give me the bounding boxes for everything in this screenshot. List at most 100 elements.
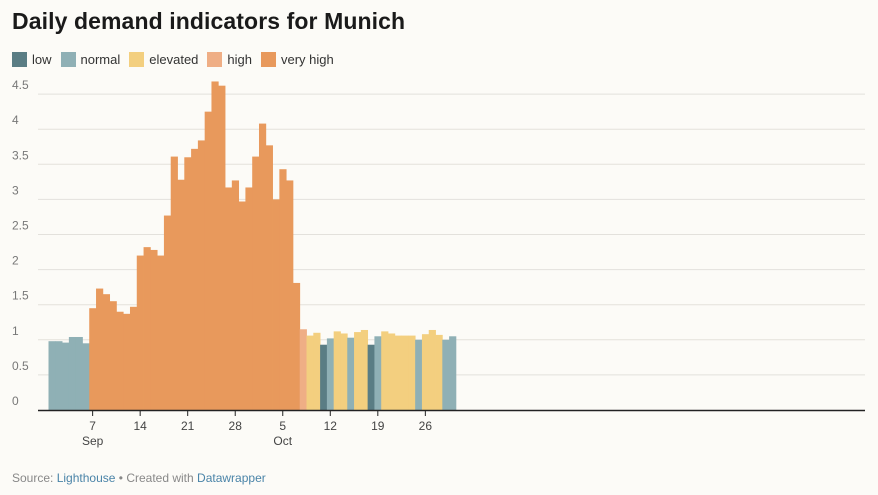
bar	[279, 169, 287, 410]
x-tick-label: 5	[279, 419, 286, 433]
x-tick-label: 19	[371, 419, 385, 433]
bar	[129, 306, 138, 410]
bar	[62, 342, 70, 410]
bar	[123, 313, 131, 410]
x-tick-label: 12	[324, 419, 338, 433]
y-tick-label: 2.5	[12, 219, 29, 233]
chart-legend: low normal elevated high very high	[12, 52, 343, 67]
bar	[367, 344, 375, 410]
bar	[313, 332, 321, 410]
legend-item-high: high	[207, 52, 252, 67]
bar	[177, 179, 185, 410]
bar	[292, 282, 301, 410]
bar	[265, 145, 273, 410]
bar	[394, 335, 402, 410]
bar	[258, 123, 267, 411]
bar	[320, 344, 328, 410]
legend-label-very-high: very high	[281, 52, 334, 67]
bar	[75, 336, 83, 410]
y-tick-label: 4.5	[12, 78, 29, 92]
bar	[354, 332, 362, 410]
y-tick-label: 3.5	[12, 148, 29, 162]
bar	[272, 199, 280, 410]
x-tick-label: 28	[229, 419, 243, 433]
bar	[299, 329, 307, 410]
bar	[191, 148, 199, 410]
legend-label-elevated: elevated	[149, 52, 199, 67]
y-tick-label: 1.5	[12, 289, 29, 303]
bar	[374, 336, 382, 410]
legend-item-very-high: very high	[261, 52, 334, 67]
legend-item-normal: normal	[60, 52, 121, 67]
bar	[211, 81, 219, 411]
bar	[150, 249, 158, 410]
created-with-label: Created with	[126, 471, 194, 485]
bar	[408, 335, 416, 410]
chart-title: Daily demand indicators for Munich	[12, 8, 406, 34]
legend-label-low: low	[32, 52, 52, 67]
bar	[184, 157, 192, 410]
bar	[421, 334, 430, 410]
bar	[428, 329, 436, 410]
bar	[68, 336, 77, 410]
bar	[415, 339, 423, 410]
x-tick-month-label: Sep	[82, 434, 104, 448]
legend-swatch-high	[207, 52, 223, 67]
bar	[333, 331, 341, 410]
footer-separator: •	[118, 471, 123, 485]
bar	[326, 338, 335, 410]
bar	[306, 335, 314, 410]
bar	[360, 329, 369, 410]
bar	[143, 247, 151, 410]
bar	[435, 334, 443, 410]
x-tick-label: 7	[89, 419, 96, 433]
source-link[interactable]: Lighthouse	[56, 471, 116, 485]
y-tick-label: 0.5	[12, 359, 29, 373]
bar	[204, 111, 212, 411]
bar	[109, 301, 117, 410]
bar	[89, 308, 97, 410]
x-tick-label: 14	[133, 419, 147, 433]
bar	[231, 180, 240, 410]
legend-label-high: high	[227, 52, 252, 67]
bar	[136, 255, 144, 410]
bar	[170, 156, 178, 410]
y-tick-label: 4	[12, 113, 19, 127]
legend-label-normal: normal	[80, 52, 121, 67]
source-label: Source:	[12, 471, 54, 485]
datawrapper-link[interactable]: Datawrapper	[197, 471, 266, 485]
bar	[157, 255, 165, 410]
x-tick-label: 21	[181, 419, 195, 433]
bar	[442, 339, 450, 410]
bar	[286, 180, 294, 410]
legend-swatch-very-high	[261, 52, 276, 67]
bar	[252, 156, 260, 410]
bar	[340, 333, 348, 410]
bar	[163, 215, 172, 410]
bar	[116, 311, 124, 410]
legend-item-elevated: elevated	[129, 52, 198, 67]
bar	[96, 288, 104, 410]
bar	[218, 85, 226, 411]
bar	[449, 336, 457, 410]
y-tick-label: 3	[12, 183, 19, 197]
legend-swatch-normal	[60, 52, 76, 67]
legend-swatch-low	[12, 52, 27, 67]
bar	[381, 331, 389, 410]
bar	[245, 187, 253, 410]
bar	[197, 140, 206, 410]
bar	[347, 337, 355, 410]
y-tick-label: 0	[12, 394, 19, 408]
bar	[225, 187, 233, 410]
chart-footer: Source: Lighthouse • Created with Datawr…	[12, 471, 266, 485]
y-tick-label: 1	[12, 324, 19, 338]
bar	[102, 294, 111, 410]
bar	[388, 333, 396, 410]
legend-swatch-elevated	[129, 52, 145, 67]
legend-item-low: low	[12, 52, 52, 67]
bar	[82, 343, 90, 410]
x-tick-month-label: Oct	[273, 434, 292, 448]
bar	[55, 341, 63, 410]
bar	[48, 341, 56, 410]
